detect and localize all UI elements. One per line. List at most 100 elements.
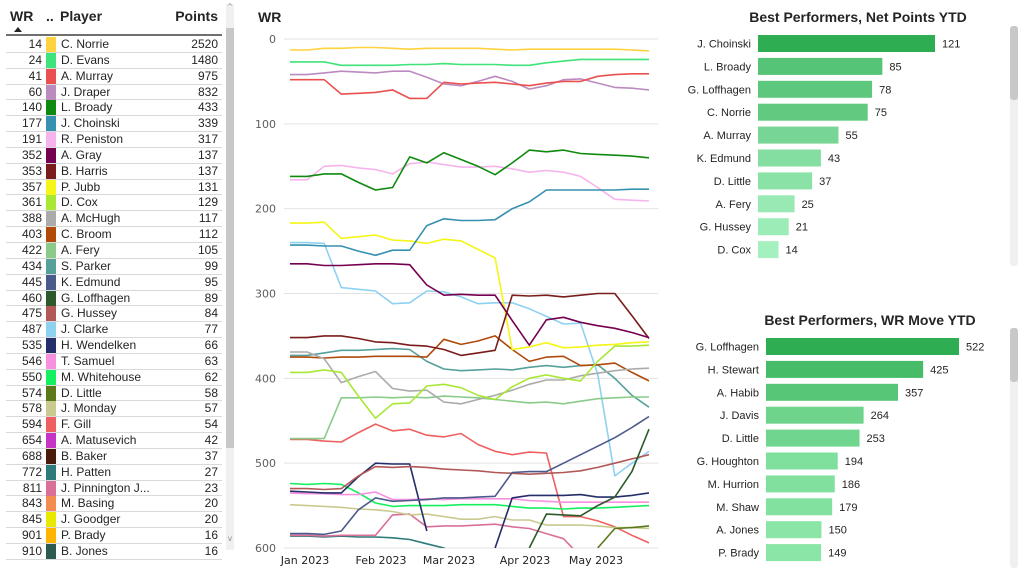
table-row[interactable]: 475 G. Hussey 84 [6,306,222,323]
bar[interactable] [758,195,795,213]
table-scrollbar-thumb[interactable] [226,28,234,448]
series-line-d-cox[interactable] [290,344,650,419]
series-line-j-monday[interactable] [289,503,650,530]
series-line-t-samuel[interactable] [289,491,649,503]
table-row[interactable]: 843 M. Basing 20 [6,496,222,513]
series-line-f-gill[interactable] [290,423,650,544]
cell-wr: 191 [21,132,42,147]
table-row[interactable]: 487 J. Clarke 77 [6,322,222,339]
series-line-m-whitehouse[interactable] [289,482,650,510]
bar[interactable] [758,149,821,167]
table-row[interactable]: 550 M. Whitehouse 62 [6,369,222,386]
table-row[interactable]: 352 A. Gray 137 [6,147,222,164]
column-header-color[interactable]: .. [46,8,54,24]
table-row[interactable]: 361 D. Cox 129 [6,195,222,212]
series-line-a-mchugh[interactable] [290,351,650,405]
series-line-g-loffhagen[interactable] [528,428,650,548]
table-row[interactable]: 445 K. Edmund 95 [6,274,222,291]
table-row[interactable]: 14 C. Norrie 2520 [6,37,222,53]
series-line-c-broom[interactable] [290,335,650,382]
bar[interactable] [766,475,835,493]
bar[interactable] [766,521,822,539]
table-row[interactable]: 574 D. Little 58 [6,385,222,402]
table-row[interactable]: 654 A. Matusevich 42 [6,433,222,449]
series-line-a-fery[interactable] [290,395,649,440]
table-row[interactable]: 403 C. Broom 112 [6,227,222,243]
table-row[interactable]: 546 T. Samuel 63 [6,353,222,370]
bar-category-label: G. Houghton [697,456,759,468]
series-line-a-murray[interactable] [290,73,649,100]
table-row[interactable]: 60 J. Draper 832 [6,84,222,101]
series-line-j-choinski[interactable] [290,188,649,257]
wr-move-scrollbar[interactable] [1010,328,1018,568]
column-header-points[interactable]: Points [175,8,218,24]
table-scrollbar[interactable]: ^ v [226,2,234,550]
table-row[interactable]: 535 H. Wendelken 66 [6,338,222,354]
net-points-scrollbar[interactable] [1010,26,1018,266]
series-line-j-draper[interactable] [290,70,650,91]
player-color-swatch [46,338,56,354]
table-row[interactable]: 688 B. Baker 37 [6,448,222,465]
table-row[interactable]: 772 H. Patten 27 [6,464,222,481]
cell-wr: 357 [21,179,42,194]
series-line-b-harris[interactable] [290,292,650,357]
series-line-k-edmund[interactable] [290,415,650,536]
bar[interactable] [758,218,789,236]
table-row[interactable]: 41 A. Murray 975 [6,68,222,85]
table-row[interactable]: 434 S. Parker 99 [6,258,222,275]
series-line-p-jubb[interactable] [290,221,650,351]
bar[interactable] [766,406,864,424]
cell-points: 1480 [191,52,218,67]
table-row[interactable]: 388 A. McHugh 117 [6,211,222,228]
x-tick-label: Feb 2023 [356,554,407,567]
bar[interactable] [766,360,924,378]
series-line-a-gray[interactable] [290,263,650,346]
table-row[interactable]: 357 P. Jubb 131 [6,179,222,196]
bar[interactable] [758,103,868,121]
bar[interactable] [758,172,813,190]
net-points-scrollbar-thumb[interactable] [1010,26,1018,100]
bar-category-label: D. Little [714,176,751,188]
bar[interactable] [758,80,873,98]
player-color-swatch [46,52,56,68]
bar[interactable] [758,57,883,75]
table-row[interactable]: 578 J. Monday 57 [6,401,222,418]
cell-points: 2520 [191,37,218,51]
column-header-wr[interactable]: WR [10,8,34,24]
table-row[interactable]: 845 J. Goodger 20 [6,512,222,529]
series-line-l-broady[interactable] [290,149,650,191]
series-line-d-evans[interactable] [290,58,649,67]
table-row[interactable]: 191 R. Peniston 317 [6,132,222,148]
bar[interactable] [766,383,898,401]
bar[interactable] [766,429,860,447]
bar[interactable] [758,126,839,144]
bar[interactable] [766,544,822,562]
table-row[interactable]: 460 G. Loffhagen 89 [6,290,222,307]
series-line-r-peniston[interactable] [290,161,650,202]
table-row[interactable]: 24 D. Evans 1480 [6,52,222,69]
scroll-up-icon[interactable]: ^ [226,2,234,11]
series-line-c-norrie[interactable] [290,46,650,52]
series-line-j-pinnington-j[interactable] [290,513,581,556]
table-row[interactable]: 353 B. Harris 137 [6,163,222,180]
series-line-g-hussey[interactable] [290,453,650,491]
series-line-d-little[interactable] [597,525,650,548]
bar[interactable] [758,35,935,52]
table-row[interactable]: 594 F. Gill 54 [6,417,222,434]
bar[interactable] [758,241,779,259]
table-row[interactable]: 140 L. Broady 433 [6,100,222,117]
series-line-h-patten[interactable] [290,535,461,556]
cell-wr: 353 [21,163,42,178]
table-row[interactable]: 910 B. Jones 16 [6,544,222,560]
bar[interactable] [766,498,833,516]
bar[interactable] [766,452,838,470]
table-row[interactable]: 422 A. Fery 105 [6,242,222,259]
column-header-player[interactable]: Player [60,8,103,24]
series-line-j-clarke[interactable] [290,241,650,477]
wr-move-scrollbar-thumb[interactable] [1010,328,1018,382]
scroll-down-icon[interactable]: v [227,534,233,543]
table-row[interactable]: 811 J. Pinnington J... 23 [6,480,222,497]
bar[interactable] [766,338,959,355]
table-row[interactable]: 177 J. Choinski 339 [6,116,222,133]
table-row[interactable]: 901 P. Brady 16 [6,528,222,544]
